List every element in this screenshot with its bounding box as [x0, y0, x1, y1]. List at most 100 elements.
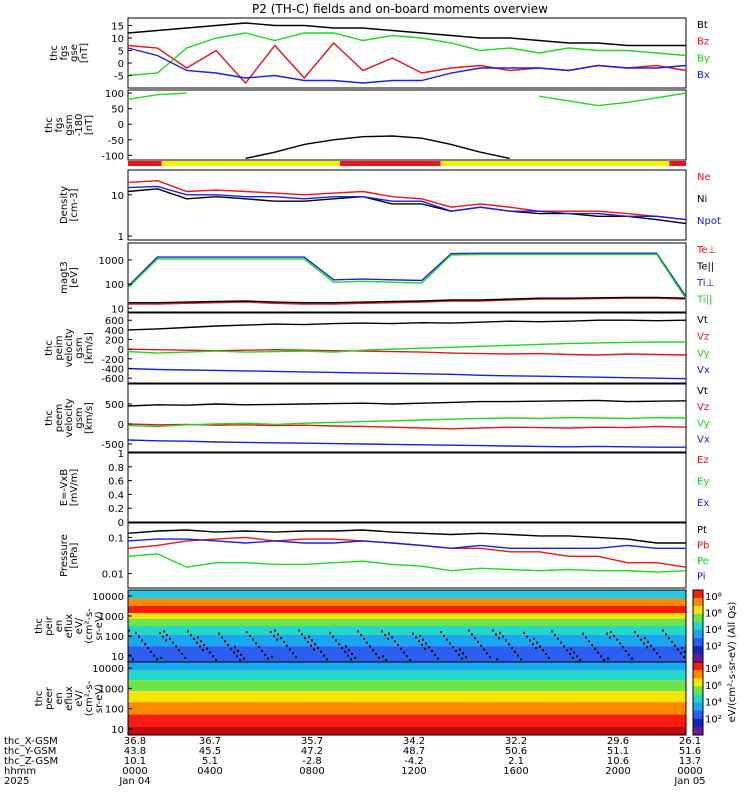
y-tick-label: 0.4 [108, 490, 124, 501]
y-tick-label: 10 [111, 304, 124, 315]
spectrogram-noise [468, 629, 470, 632]
panel-frame [127, 522, 687, 589]
spectrogram-noise [239, 659, 241, 662]
spectrogram-noise [181, 653, 183, 656]
spectrogram-band [128, 634, 686, 647]
footer-value: 10.1 [124, 756, 146, 767]
y-tick-label: 100 [105, 632, 124, 643]
y-axis-label: thc [49, 45, 60, 61]
spectrogram-noise [425, 642, 427, 645]
spectrogram-noise [261, 650, 263, 653]
footer-value: 13.7 [679, 756, 701, 767]
spectrogram-noise [585, 636, 587, 639]
spectrogram-noise [240, 653, 242, 656]
spectrogram-noise [350, 658, 352, 661]
spectrogram-noise [681, 646, 683, 649]
colorbar-segment [693, 646, 703, 655]
spectrogram-noise [533, 637, 535, 640]
panel-frame [127, 89, 687, 161]
y-axis-label: fgs [59, 45, 70, 60]
spectrogram-noise [566, 649, 568, 652]
y-tick-label: 1000 [99, 256, 124, 267]
spectrogram-noise [480, 644, 482, 647]
spectrogram-noise [209, 651, 211, 654]
legend-entry: Ti⊥ [696, 278, 714, 289]
colorbar-segment [693, 686, 703, 695]
colorbar-tick-label: 10⁸ [705, 664, 722, 675]
spectrogram-noise [286, 644, 288, 647]
spectrogram-noise [227, 643, 229, 646]
spectrogram-noise [301, 633, 303, 636]
spectrogram-noise [588, 640, 590, 643]
y-tick-label: 100 [105, 89, 124, 100]
legend-entry: Bt [697, 20, 708, 31]
spectrogram-noise [446, 638, 448, 641]
y-axis-label: [eV] [69, 267, 80, 288]
series-line-Pt [127, 529, 686, 544]
spectrogram-noise [523, 631, 525, 634]
spectrogram-noise [230, 647, 232, 650]
spectrogram-noise [135, 631, 137, 634]
legend-entry: Pi [697, 571, 706, 582]
y-axis-label: [mV/m] [69, 469, 80, 507]
spectrogram-noise [508, 643, 510, 646]
y-tick-label: 0.1 [108, 533, 124, 544]
footer-value: 26.1 [679, 736, 701, 747]
spectrogram-noise [277, 633, 279, 636]
y-axis-label: eflux [64, 686, 75, 711]
spectrogram-noise [613, 634, 615, 637]
spectrogram-noise [422, 638, 424, 641]
spectrogram-noise [622, 646, 624, 649]
spectrogram-noise [203, 643, 205, 646]
y-tick-label: 400 [105, 326, 124, 337]
spectrogram-noise [128, 629, 130, 632]
spectrogram-noise [160, 656, 162, 659]
spectrogram-noise [264, 653, 266, 656]
spectrogram-noise [298, 629, 300, 632]
y-axis-label: sr-eV) [94, 611, 105, 640]
y-tick-label: 200 [105, 336, 124, 347]
spectrogram-noise [169, 637, 171, 640]
legend-entry: Ex [697, 498, 709, 509]
series-line-Vz [127, 423, 687, 430]
footer-value: 51.1 [607, 746, 629, 757]
spectrogram-noise [505, 639, 507, 642]
spectrogram-noise [335, 639, 337, 642]
series-line-Vy [127, 416, 687, 428]
spectrogram-noise [619, 642, 621, 645]
panel-3: Ne Ni Npot 10 1 Density [cm-3] [59, 169, 721, 243]
spectrogram-noise [221, 636, 223, 639]
y-tick-label: 600 [105, 316, 124, 327]
y-axis-label: gse [69, 44, 80, 62]
spectrogram-noise [495, 633, 497, 636]
y-axis-label: gsm [74, 337, 85, 358]
spectrogram-noise [653, 648, 655, 651]
spectrogram-noise [514, 650, 516, 653]
series-line-Vx [127, 439, 686, 448]
series-line-black [245, 135, 510, 160]
panel-frame [127, 661, 687, 736]
spectrogram-band [128, 626, 686, 635]
spectrogram-noise [471, 633, 473, 636]
spectrogram-noise [499, 631, 501, 634]
spectrogram-noise [363, 637, 365, 640]
spectrogram-noise [409, 659, 411, 662]
footer-value: 0000 [677, 766, 702, 777]
legend-entry: Vz [697, 332, 709, 343]
spectrogram-noise [563, 645, 565, 648]
y-axis-label: -180 [74, 114, 85, 137]
spectrogram-noise [295, 656, 297, 659]
colorbar-segment [693, 678, 703, 687]
y-axis-label: Density [59, 186, 70, 224]
spectrogram-noise [344, 650, 346, 653]
spectrogram-noise [243, 657, 245, 660]
spectrogram-noise [184, 656, 186, 659]
legend-entry: By [697, 53, 710, 64]
spectrogram-noise [449, 642, 451, 645]
footer-value: -4.2 [404, 756, 424, 767]
spectrogram-noise [366, 641, 368, 644]
spectrogram-noise [609, 636, 611, 639]
panel-6: Vt Vz Vy Vx 500 0 -500 thc peem velocity gsm [km/s] [44, 383, 710, 453]
colorbar-segment [693, 718, 703, 728]
